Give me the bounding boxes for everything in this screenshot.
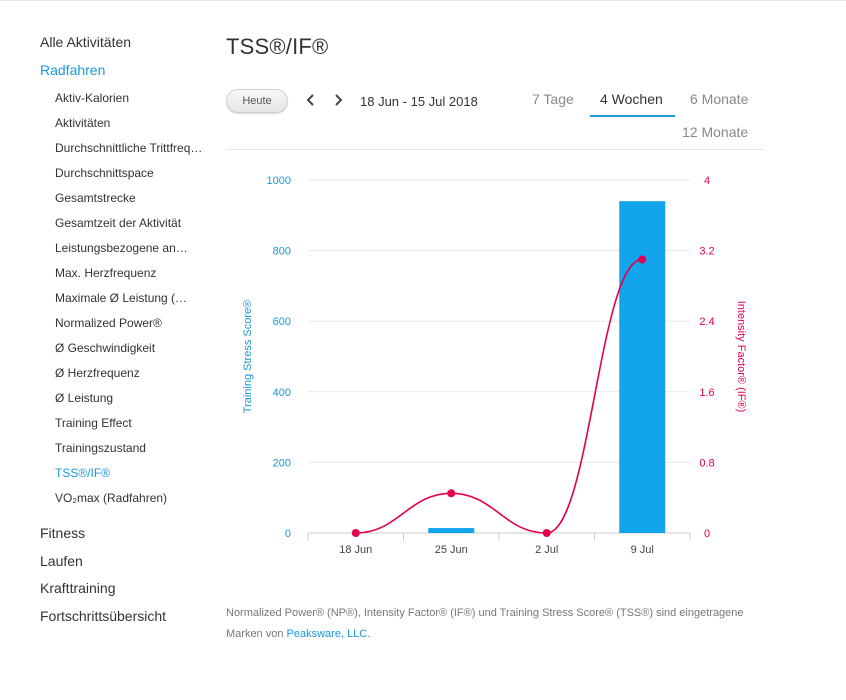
y-axis-title-left: Training Stress Score®: [242, 300, 254, 413]
x-tick-label: 25 Jun: [435, 544, 468, 556]
bar-tss: [619, 201, 666, 533]
chart-svg: 0 0 200 0.8 400 1.6 600 2.4 800 3.2 1000 4 18 Jun 25 …: [242, 175, 747, 556]
previous-period-button[interactable]: [303, 91, 319, 109]
y-tick-label-left: 400: [273, 387, 291, 399]
sidebar-item-avg-speed[interactable]: Ø Geschwindigkeit: [55, 341, 156, 355]
tab-7-days[interactable]: 7 Tage: [532, 91, 574, 107]
sidebar-item-activities[interactable]: Aktivitäten: [55, 116, 111, 130]
y-tick-label-left: 800: [273, 246, 291, 258]
sidebar-item-label: Leistungsbezogene an: [55, 241, 176, 255]
point-if: [447, 489, 456, 498]
footnote-text: Normalized Power® (NP®), Intensity Facto…: [226, 607, 744, 640]
sidebar-item-normalized-power[interactable]: Normalized Power®: [55, 316, 162, 330]
sidebar-item-max-avg-power[interactable]: Maximale Ø Leistung (…: [55, 291, 188, 305]
sidebar-category-progress-overview[interactable]: Fortschrittsübersicht: [40, 608, 167, 624]
x-tick-label: 18 Jun: [339, 544, 372, 556]
y-tick-label-right: 0: [704, 528, 710, 540]
point-if: [351, 529, 360, 537]
sidebar-item-total-activity-time[interactable]: Gesamtzeit der Aktivität: [55, 216, 182, 230]
sidebar-item-avg-pace[interactable]: Durchschnittspace: [55, 166, 154, 180]
sidebar-category-running[interactable]: Laufen: [40, 553, 83, 569]
chevron-left-icon: [306, 94, 314, 106]
sidebar-item-label: Maximale Ø Leistung (: [55, 291, 176, 305]
tss-if-chart: 0 0 200 0.8 400 1.6 600 2.4 800 3.2 1000 4 18 Jun 25 …: [226, 160, 766, 580]
top-divider: [0, 0, 846, 1]
x-tick-label: 9 Jul: [631, 544, 654, 556]
y-tick-label-left: 0: [285, 528, 291, 540]
y-tick-label-right: 2.4: [699, 316, 714, 328]
sidebar-item-total-distance[interactable]: Gesamtstrecke: [55, 191, 136, 205]
today-button[interactable]: Heute: [226, 89, 288, 113]
sidebar-category-all-activities[interactable]: Alle Aktivitäten: [40, 34, 132, 50]
sidebar-item-active-calories[interactable]: Aktiv-Kalorien: [55, 91, 130, 105]
active-tab-indicator: [590, 115, 675, 117]
sidebar-item-vo2max-cycling[interactable]: VO₂max (Radfahren): [55, 491, 168, 505]
sidebar-item-training-effect[interactable]: Training Effect: [55, 416, 132, 430]
sidebar-item-power-related[interactable]: Leistungsbezogene an…: [55, 241, 188, 255]
footnote-end: .: [367, 628, 371, 640]
sidebar-item-training-status[interactable]: Trainingszustand: [55, 441, 146, 455]
sidebar-category-cycling[interactable]: Radfahren: [40, 62, 106, 78]
sidebar-item-avg-power[interactable]: Ø Leistung: [55, 391, 114, 405]
y-tick-label-right: 4: [704, 175, 710, 187]
sidebar-item-tss-if[interactable]: TSS®/IF®: [55, 466, 111, 480]
y-tick-label-right: 0.8: [699, 457, 714, 469]
trademark-footnote: Normalized Power® (NP®), Intensity Facto…: [226, 603, 766, 645]
line-if: [355, 258, 643, 534]
point-if: [542, 529, 551, 537]
y-axis-title-right: Intensity Factor® (IF®): [735, 301, 747, 413]
chevron-right-icon: [335, 94, 343, 106]
sidebar-category-strength[interactable]: Krafttraining: [40, 580, 116, 596]
next-period-button[interactable]: [330, 91, 346, 109]
sidebar-item-avg-cadence[interactable]: Durchschnittliche Trittfrequenz: [55, 141, 205, 155]
x-tick-label: 2 Jul: [535, 544, 558, 556]
sidebar-item-avg-heart-rate[interactable]: Ø Herzfrequenz: [55, 366, 140, 380]
header-divider: [226, 149, 764, 150]
page-title: TSS®/IF®: [226, 34, 329, 59]
y-tick-label-right: 3.2: [699, 246, 714, 258]
peaksware-link[interactable]: Peaksware, LLC: [286, 628, 368, 640]
y-tick-label-right: 1.6: [699, 387, 714, 399]
sidebar-category-fitness[interactable]: Fitness: [40, 525, 86, 541]
tab-6-months[interactable]: 6 Monate: [690, 91, 749, 107]
tab-12-months[interactable]: 12 Monate: [682, 124, 749, 140]
tab-4-weeks[interactable]: 4 Wochen: [600, 91, 663, 107]
point-if: [638, 255, 647, 264]
sidebar-item-max-heart-rate[interactable]: Max. Herzfrequenz: [55, 266, 157, 280]
date-range: 18 Jun - 15 Jul 2018: [360, 94, 478, 109]
bar-tss: [428, 528, 475, 533]
y-tick-label-left: 200: [273, 457, 291, 469]
y-tick-label-left: 600: [273, 316, 291, 328]
y-tick-label-left: 1000: [267, 175, 291, 187]
